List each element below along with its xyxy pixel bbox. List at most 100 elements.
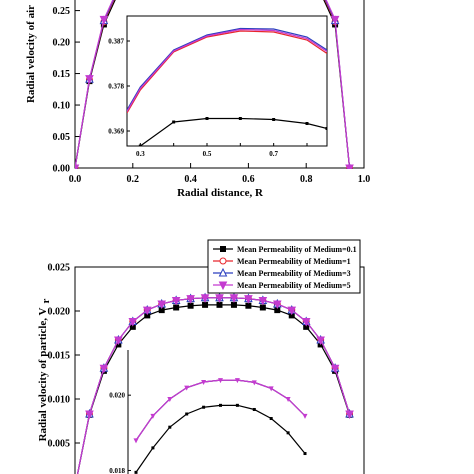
bottom-y-tick-label-4: 0.015	[48, 351, 71, 362]
top-inset-series-1-point-3	[172, 120, 176, 124]
top-inset-series-3-line	[127, 27, 327, 111]
bottom-inset-series-1-point-7	[235, 403, 239, 407]
bottom-inset-series-4-point-1	[133, 438, 139, 444]
bottom-inset: 0.018 0.020	[109, 350, 318, 474]
bottom-inset-series-1-point-10	[286, 431, 290, 435]
top-y-tick-label-1: 0.00	[53, 164, 71, 175]
top-series-4-point-2	[85, 75, 94, 84]
top-y-tick-label-6: 0.25	[53, 6, 71, 17]
bottom-inset-series-4-point-4	[184, 385, 190, 391]
top-inset-series-2-line	[127, 30, 327, 114]
top-x-tick-label-2: 0.2	[127, 174, 140, 185]
bottom-series-1-point-7	[158, 307, 165, 314]
bottom-series-1-point-6	[144, 312, 151, 319]
legend-box	[207, 239, 361, 294]
bottom-series-4-point-17	[301, 318, 311, 327]
bottom-series-4-point-18	[316, 336, 325, 346]
top-inset-x-tick-label-3: 0.5	[203, 150, 212, 158]
top-inset-series-1-point-2	[138, 144, 142, 146]
bottom-series-4-point-5	[128, 318, 138, 327]
bottom-series-4-point-12	[229, 294, 239, 303]
top-x-tick-label-6: 1.0	[358, 174, 371, 185]
top-series-4-point-9	[345, 164, 354, 169]
top-x-tick-label-3: 0.4	[184, 174, 197, 185]
bottom-series-1-point-8	[173, 304, 180, 311]
top-x-axis-label: Radial distance, R	[177, 187, 264, 199]
top-x-tick-label-4: 0.6	[242, 174, 255, 185]
bottom-series-4-point-13	[244, 295, 253, 304]
top-inset-x-tick-label-5: 0.7	[269, 150, 278, 158]
top-x-tick-label-1: 0.0	[69, 174, 82, 185]
top-plot-frame	[74, 0, 365, 169]
legend-label-4: Mean Permeability of Medium=5	[237, 281, 351, 290]
bottom-y-tick-label-5: 0.020	[48, 307, 71, 318]
bottom-series-1-point-5	[129, 323, 136, 330]
bottom-series-4-point-19	[330, 364, 340, 374]
top-inset-series-lines	[127, 27, 327, 146]
bottom-inset-background	[128, 350, 318, 474]
bottom-series-1-point-14	[259, 304, 266, 311]
top-y-axis-label: Radial velocity of air	[25, 5, 37, 103]
legend-label-1: Mean Permeability of Medium=0.1	[237, 245, 357, 254]
top-inset-series-1-point-6	[272, 118, 276, 121]
bottom-y-tick-label-3: 0.010	[48, 395, 71, 406]
bottom-inset-series-4-point-7	[234, 378, 240, 384]
legend-label-2: Mean Permeability of Medium=1	[237, 257, 351, 266]
top-inset-x-tick-label-1: 0.3	[136, 150, 145, 158]
top-inset-y-tick-label-2: 0.378	[108, 83, 124, 91]
bottom-inset-axis-ticks: 0.018 0.020	[109, 392, 131, 474]
bottom-inset-series-4-point-9	[268, 386, 274, 392]
legend-label-3: Mean Permeability of Medium=3	[237, 269, 351, 278]
bottom-inset-series-4-point-11	[302, 413, 308, 419]
bottom-series-lines	[76, 292, 354, 474]
bottom-y-axis-label: Radial velocity of particle, V r	[33, 298, 52, 441]
bottom-series-4-point-4	[114, 336, 123, 346]
bottom-series-1-point-11	[216, 301, 223, 308]
top-inset-frame	[126, 15, 328, 147]
legend-marker-1	[220, 246, 226, 252]
bottom-inset-series-lines	[133, 378, 308, 474]
bottom-series-1-point-15	[274, 307, 281, 314]
bottom-series-4-point-9	[186, 295, 195, 304]
bottom-inset-series-1-point-9	[269, 417, 273, 421]
bottom-inset-series-4-point-8	[251, 380, 257, 386]
bottom-inset-series-1-point-1	[134, 470, 138, 474]
top-inset-series-1-point-5	[238, 117, 242, 120]
bottom-y-tick-label-6: 0.025	[48, 263, 71, 274]
bottom-inset-series-1-point-2	[151, 446, 155, 450]
bottom-series-4-point-3	[99, 364, 109, 374]
bottom-y-axis-label-main: Radial velocity of particle, V	[37, 307, 49, 441]
bottom-series-1-point-10	[202, 301, 209, 308]
bottom-inset-series-4-point-3	[167, 396, 173, 402]
top-axis-ticks: 0.0 0.2 0.4 0.6 0.8 1.0 0.00 0.05 0.10 0.15 0.20 0.…	[53, 6, 371, 185]
bottom-inset-series-4-point-6	[218, 378, 223, 384]
bottom-inset-series-1-point-3	[168, 425, 172, 429]
bottom-series-4-point-2	[85, 410, 94, 420]
legend: Mean Permeability of Medium=0.1 Mean Perm…	[207, 239, 361, 294]
bottom-series-4-point-7	[157, 300, 167, 310]
top-y-tick-label-3: 0.10	[53, 101, 71, 112]
bottom-inset-series-1-point-11	[303, 452, 307, 456]
top-chart: 0.0 0.2 0.4 0.6 0.8 1.0 0.00 0.05 0.10 0.15 0.20 0.…	[25, 0, 370, 199]
top-inset-y-tick-label-3: 0.387	[108, 38, 124, 46]
bottom-series-4-point-11	[215, 294, 224, 303]
bottom-y-axis-label-subscript: r	[40, 298, 52, 303]
top-inset-y-tick-label-1: 0.369	[108, 128, 124, 136]
top-inset-series-1-point-7	[305, 122, 309, 125]
bottom-inset-series-4-point-5	[201, 380, 207, 385]
bottom-series-4-point-6	[142, 306, 152, 316]
top-series-4-point-3	[99, 15, 109, 25]
top-series-4-line	[75, 0, 351, 169]
bottom-inset-series-4-point-10	[285, 396, 291, 402]
bottom-inset-series-1-point-4	[185, 412, 189, 416]
bottom-inset-y-tick-label-2: 0.020	[109, 392, 125, 400]
bottom-inset-series-1-point-6	[219, 403, 222, 407]
top-inset: 0.3 0.5 0.7 0.369 0.378 0.387	[108, 15, 328, 158]
bottom-series-1-point-12	[230, 301, 237, 308]
bottom-series-4-point-16	[287, 306, 297, 316]
top-y-tick-label-4: 0.15	[53, 69, 71, 80]
bottom-series-4-point-10	[200, 294, 210, 303]
top-x-tick-label-5: 0.8	[300, 174, 313, 185]
